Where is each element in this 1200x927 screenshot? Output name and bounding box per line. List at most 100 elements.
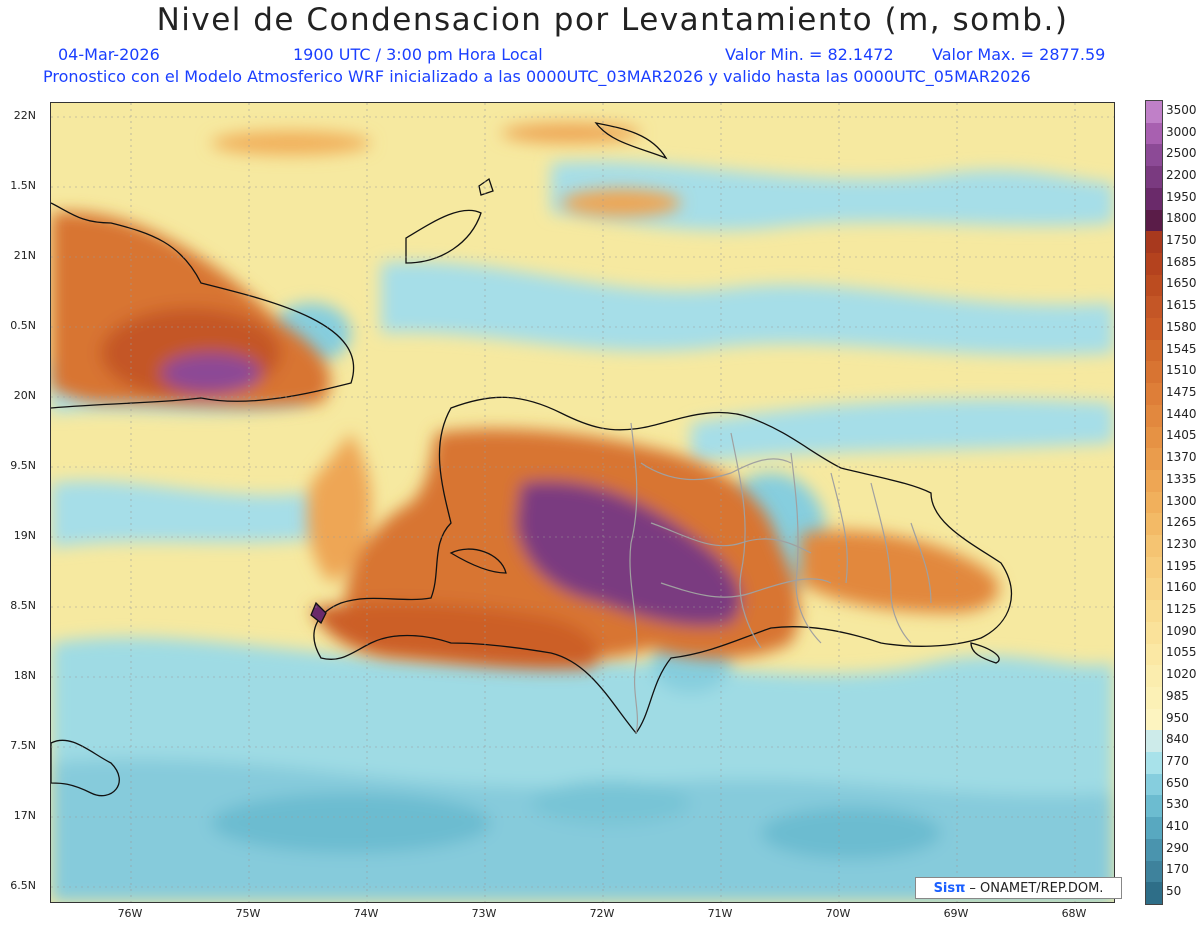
lat-tick-label: 1.5N bbox=[10, 179, 36, 192]
colorbar-swatch bbox=[1146, 187, 1162, 210]
lon-tick-label: 74W bbox=[353, 907, 379, 920]
forecast-time: 1900 UTC / 3:00 pm Hora Local bbox=[293, 45, 543, 64]
lon-tick-label: 75W bbox=[235, 907, 261, 920]
colorbar-swatch bbox=[1146, 209, 1162, 232]
colorbar-swatch bbox=[1146, 491, 1162, 514]
colorbar-swatch bbox=[1146, 122, 1162, 145]
colorbar-label: 1300 bbox=[1166, 493, 1197, 508]
colorbar-swatch bbox=[1146, 535, 1162, 558]
colorbar-label: 1195 bbox=[1166, 558, 1197, 573]
colorbar-swatch bbox=[1146, 882, 1162, 905]
colorbar-swatch bbox=[1146, 361, 1162, 384]
lat-tick-label: 22N bbox=[13, 109, 36, 122]
colorbar-label: 290 bbox=[1166, 840, 1189, 855]
colorbar-swatch bbox=[1146, 296, 1162, 319]
model-info: Pronostico con el Modelo Atmosferico WRF… bbox=[43, 67, 1031, 86]
colorbar-label: 2500 bbox=[1166, 146, 1197, 161]
colorbar-label: 1580 bbox=[1166, 319, 1197, 334]
colorbar-label: 530 bbox=[1166, 797, 1189, 812]
colorbar-label: 1545 bbox=[1166, 341, 1197, 356]
colorbar-swatch bbox=[1146, 101, 1162, 124]
lat-tick-label: 0.5N bbox=[10, 319, 36, 332]
lat-tick-label: 18N bbox=[13, 669, 36, 682]
lat-tick-label: 8.5N bbox=[10, 599, 36, 612]
colorbar-label: 1055 bbox=[1166, 645, 1197, 660]
colorbar-swatch bbox=[1146, 600, 1162, 623]
colorbar-swatch bbox=[1146, 730, 1162, 753]
colorbar-swatch bbox=[1146, 404, 1162, 428]
colorbar-label: 1685 bbox=[1166, 254, 1197, 269]
lon-tick-label: 71W bbox=[707, 907, 733, 920]
colorbar-label: 2200 bbox=[1166, 167, 1197, 182]
colorbar-label: 950 bbox=[1166, 710, 1189, 725]
colorbar-label: 985 bbox=[1166, 688, 1189, 703]
colorbar-label: 1750 bbox=[1166, 233, 1197, 248]
gridlines bbox=[51, 103, 1114, 902]
colorbar bbox=[1145, 100, 1163, 905]
colorbar-label: 1510 bbox=[1166, 363, 1197, 378]
lon-tick-label: 72W bbox=[589, 907, 615, 920]
colorbar-swatch bbox=[1146, 686, 1162, 710]
colorbar-label: 1230 bbox=[1166, 536, 1197, 551]
colorbar-label: 1615 bbox=[1166, 298, 1197, 313]
colorbar-label: 1265 bbox=[1166, 515, 1197, 530]
colorbar-label: 410 bbox=[1166, 819, 1189, 834]
colorbar-swatch bbox=[1146, 665, 1162, 688]
colorbar-label: 170 bbox=[1166, 862, 1189, 877]
colorbar-label: 1950 bbox=[1166, 189, 1197, 204]
colorbar-swatch bbox=[1146, 383, 1162, 406]
lon-tick-label: 73W bbox=[471, 907, 497, 920]
coastlines bbox=[51, 122, 1013, 797]
colorbar-swatch bbox=[1146, 252, 1162, 276]
colorbar-label: 3000 bbox=[1166, 124, 1197, 139]
colorbar-swatch bbox=[1146, 469, 1162, 493]
colorbar-label: 1090 bbox=[1166, 623, 1197, 638]
colorbar-swatch bbox=[1146, 643, 1162, 666]
colorbar-swatch bbox=[1146, 339, 1162, 362]
colorbar-swatch bbox=[1146, 621, 1162, 645]
colorbar-label: 650 bbox=[1166, 775, 1189, 790]
colorbar-swatch bbox=[1146, 448, 1162, 471]
lat-tick-label: 21N bbox=[13, 249, 36, 262]
colorbar-swatch bbox=[1146, 513, 1162, 536]
colorbar-label: 50 bbox=[1166, 884, 1182, 899]
credit-box: Sisπ – ONAMET/REP.DOM. bbox=[915, 877, 1122, 899]
lat-tick-label: 7.5N bbox=[10, 739, 36, 752]
lon-tick-label: 76W bbox=[117, 907, 143, 920]
colorbar-label: 1370 bbox=[1166, 450, 1197, 465]
colorbar-label: 840 bbox=[1166, 732, 1189, 747]
brand-logo-text: Sisπ bbox=[933, 880, 966, 896]
colorbar-swatch bbox=[1146, 795, 1162, 818]
colorbar-label: 1800 bbox=[1166, 211, 1197, 226]
colorbar-swatch bbox=[1146, 274, 1162, 297]
lat-tick-label: 19N bbox=[13, 529, 36, 542]
colorbar-swatch bbox=[1146, 817, 1162, 840]
lat-tick-label: 6.5N bbox=[10, 879, 36, 892]
colorbar-swatch bbox=[1146, 578, 1162, 601]
colorbar-swatch bbox=[1146, 231, 1162, 254]
colorbar-label: 1475 bbox=[1166, 384, 1197, 399]
colorbar-label: 1650 bbox=[1166, 276, 1197, 291]
credit-text: – ONAMET/REP.DOM. bbox=[969, 880, 1104, 896]
colorbar-swatch bbox=[1146, 752, 1162, 775]
lat-tick-label: 20N bbox=[13, 389, 36, 402]
lat-tick-label: 9.5N bbox=[10, 459, 36, 472]
page-title: Nivel de Condensacion por Levantamiento … bbox=[156, 2, 1069, 38]
colorbar-label: 1125 bbox=[1166, 602, 1197, 616]
colorbar-swatch bbox=[1146, 318, 1162, 341]
lon-tick-label: 68W bbox=[1061, 907, 1087, 920]
colorbar-swatch bbox=[1146, 838, 1162, 862]
colorbar-label: 3500 bbox=[1166, 102, 1197, 117]
colorbar-label: 1440 bbox=[1166, 406, 1197, 421]
lon-tick-label: 70W bbox=[825, 907, 851, 920]
forecast-date: 04-Mar-2026 bbox=[58, 45, 160, 64]
warm-field bbox=[51, 123, 999, 670]
map-svg bbox=[51, 103, 1114, 902]
colorbar-label: 1335 bbox=[1166, 471, 1197, 486]
colorbar-label: 1020 bbox=[1166, 667, 1197, 682]
min-value: Valor Min. = 82.1472 bbox=[725, 45, 894, 64]
lcl-map bbox=[50, 102, 1115, 903]
colorbar-label: 1405 bbox=[1166, 428, 1197, 443]
colorbar-swatch bbox=[1146, 708, 1162, 731]
colorbar-swatch bbox=[1146, 773, 1162, 796]
